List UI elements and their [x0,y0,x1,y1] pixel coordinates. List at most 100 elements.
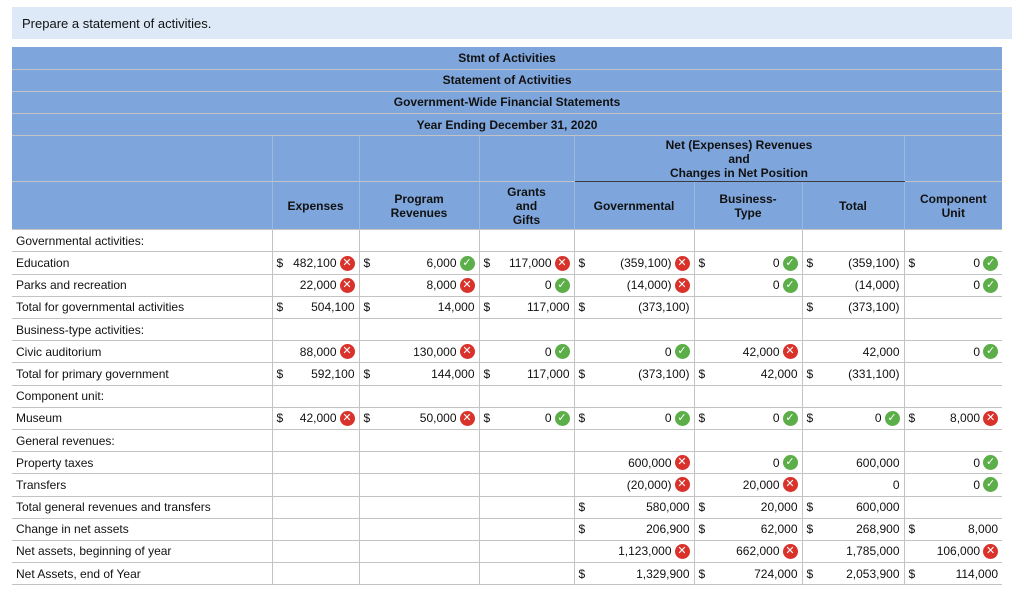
cell-business-type [693,318,802,342]
amount-value: 62,000 [760,522,798,537]
cell-governmental[interactable]: $ (359,100) ✕ [573,251,694,275]
amount-value[interactable]: 0 [772,455,780,470]
cell-expenses [271,496,359,519]
cell-business-type[interactable]: 42,000 ✕ [693,340,802,364]
cell-component-unit[interactable]: 0 ✓ [903,451,1003,475]
cell-governmental[interactable]: 1,123,000 ✕ [573,540,694,564]
amount-value[interactable]: 0 [664,411,672,426]
cell-expenses[interactable]: 88,000 ✕ [271,340,359,364]
amount-value: 20,000 [760,500,798,515]
amount-value: 592,100 [311,366,355,381]
amount-value[interactable]: 0 [973,344,981,359]
cell-total[interactable]: $0 ✓ [801,407,904,430]
amount-value[interactable]: (359,100) [620,256,672,271]
amount-value[interactable]: 130,000 [413,344,457,359]
cell-program-revenues [358,451,479,475]
amount-value[interactable]: 0 [772,278,780,293]
cell-governmental[interactable]: 600,000 ✕ [573,451,694,475]
incorrect-icon: ✕ [459,277,475,293]
dollar-sign: $ [698,566,706,581]
cell-governmental[interactable]: (20,000) ✕ [573,473,694,497]
cell-component-unit [903,362,1003,386]
cell-grants[interactable]: $117,000 ✕ [478,251,574,275]
col-program-revenues: Program Revenues [358,181,479,231]
amount-value[interactable]: 8,000 [950,411,981,426]
cell-component-unit[interactable]: 0 ✓ [903,473,1003,497]
amount-value[interactable]: 22,000 [299,278,337,293]
cell-expenses [271,562,359,586]
cell-grants[interactable]: 0 ✓ [478,340,574,364]
cell-governmental[interactable]: $0 ✓ [573,407,694,430]
cell-component-unit[interactable]: 0 ✓ [903,340,1003,364]
amount-value[interactable]: 0 [874,411,882,426]
amount-value: 268,900 [856,522,900,537]
cell-expenses: $592,100 [271,362,359,386]
cell-component-unit[interactable]: 106,000 ✕ [903,540,1003,564]
amount-value[interactable]: 0 [544,278,552,293]
amount-value[interactable]: 0 [664,344,672,359]
cell-program-revenues [358,496,479,519]
cell-total: (14,000) [801,274,904,297]
amount-value[interactable]: 0 [772,256,780,271]
cell-total: $ (331,100) [801,362,904,386]
cell-total: $ (359,100) [801,251,904,275]
incorrect-icon: ✕ [459,410,475,426]
cell-governmental: $1,329,900 [573,562,694,586]
row-label: Parks and recreation [12,274,272,297]
row-label: Governmental activities: [12,229,272,253]
cell-business-type[interactable]: $0 ✓ [693,407,802,430]
amount-value[interactable]: (14,000) [626,278,672,293]
table-row: Total for primary government $592,100 $144… [12,362,1003,386]
amount-value[interactable]: 42,000 [299,411,337,426]
amount-value[interactable]: 0 [544,411,552,426]
amount-value[interactable]: 482,100 [293,256,337,271]
cell-business-type[interactable]: 662,000 ✕ [693,540,802,564]
cell-component-unit [903,318,1003,342]
amount-value[interactable]: 117,000 [509,256,552,271]
amount-value[interactable]: 20,000 [742,477,780,492]
row-label: Civic auditorium [12,340,272,364]
amount-value[interactable]: 0 [973,278,981,293]
cell-governmental[interactable]: (14,000) ✕ [573,274,694,297]
amount-value[interactable]: 0 [544,344,552,359]
cell-component-unit[interactable]: $8,000 ✕ [903,407,1003,430]
amount-value[interactable]: 600,000 [628,455,672,470]
amount-value[interactable]: 42,000 [742,344,780,359]
incorrect-icon: ✕ [339,410,355,426]
amount-value[interactable]: (20,000) [626,477,672,492]
amount-value[interactable]: 50,000 [419,411,457,426]
dollar-sign: $ [276,300,284,315]
cell-program-revenues[interactable]: $6,000 ✓ [358,251,479,275]
cell-business-type[interactable]: 0 ✓ [693,451,802,475]
cell-program-revenues[interactable]: 8,000 ✕ [358,274,479,297]
amount-value[interactable]: 0 [973,256,981,271]
cell-business-type[interactable]: $0 ✓ [693,251,802,275]
cell-expenses [271,451,359,475]
cell-expenses[interactable]: $482,100 ✕ [271,251,359,275]
amount-value[interactable]: 88,000 [299,344,337,359]
cell-program-revenues[interactable]: $50,000 ✕ [358,407,479,430]
cell-expenses[interactable]: 22,000 ✕ [271,274,359,297]
amount-value[interactable]: 0 [973,477,981,492]
amount-value[interactable]: 0 [772,411,780,426]
amount-value[interactable]: 662,000 [736,544,780,559]
amount-value[interactable]: 6,000 [426,256,457,271]
cell-expenses[interactable]: $42,000 ✕ [271,407,359,430]
table-row: Net Assets, end of Year $1,329,900 $724,00… [12,562,1003,586]
cell-governmental[interactable]: 0 ✓ [573,340,694,364]
cell-program-revenues[interactable]: 130,000 ✕ [358,340,479,364]
amount-value[interactable]: 106,000 [936,544,981,559]
cell-component-unit[interactable]: 0 ✓ [903,274,1003,297]
cell-grants[interactable]: $0 ✓ [478,407,574,430]
amount-value[interactable]: 8,000 [426,278,457,293]
cell-business-type[interactable]: 20,000 ✕ [693,473,802,497]
cell-grants[interactable]: 0 ✓ [478,274,574,297]
dollar-sign: $ [698,256,706,271]
amount-value[interactable]: 1,123,000 [618,544,672,559]
amount-value: 2,053,900 [846,566,900,581]
cell-component-unit[interactable]: $0 ✓ [903,251,1003,275]
table-row: Net assets, beginning of year 1,123,000 ✕ 6… [12,540,1003,564]
amount-value: 1,785,000 [846,544,900,559]
cell-business-type[interactable]: 0 ✓ [693,274,802,297]
amount-value[interactable]: 0 [973,455,981,470]
